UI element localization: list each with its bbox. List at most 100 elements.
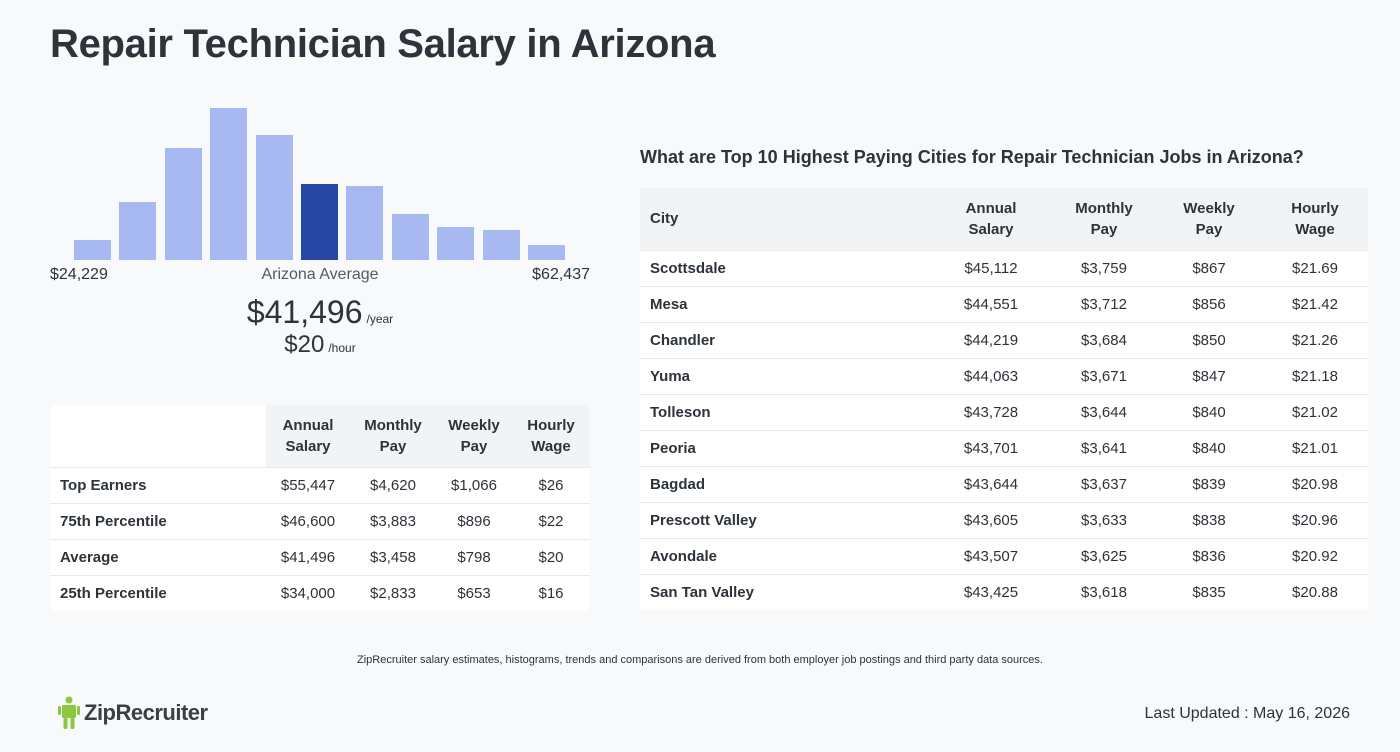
table-cell: $850 bbox=[1156, 321, 1262, 358]
table-cell: $3,458 bbox=[350, 538, 436, 575]
table-cell: $43,605 bbox=[930, 501, 1052, 538]
table-cell: $20.96 bbox=[1262, 501, 1368, 538]
table-cell: $3,759 bbox=[1052, 249, 1156, 286]
table-cell: $16 bbox=[512, 574, 590, 611]
histogram-bar bbox=[255, 135, 293, 260]
table-cell: $55,447 bbox=[266, 466, 350, 503]
table-cell: $44,063 bbox=[930, 357, 1052, 394]
table-cell: $835 bbox=[1156, 573, 1262, 610]
table-cell: $26 bbox=[512, 466, 590, 503]
table-cell: $3,637 bbox=[1052, 465, 1156, 502]
histogram-bar bbox=[119, 202, 157, 260]
histogram-bar bbox=[301, 184, 338, 260]
last-updated: Last Updated : May 16, 2026 bbox=[1144, 705, 1350, 722]
row-label: Yuma bbox=[640, 357, 930, 394]
table-cell: $43,644 bbox=[930, 465, 1052, 502]
table-cell: $21.02 bbox=[1262, 393, 1368, 430]
table-cell: $4,620 bbox=[350, 466, 436, 503]
average-annual: $41,496/year bbox=[170, 294, 470, 331]
table-cell: $3,641 bbox=[1052, 429, 1156, 466]
table-cell: $46,600 bbox=[266, 502, 350, 539]
table-row: Peoria $43,701 $3,641 $840 $21.01 bbox=[640, 429, 1368, 466]
table-cell: $44,219 bbox=[930, 321, 1052, 358]
table-cell: $3,684 bbox=[1052, 321, 1156, 358]
ziprecruiter-logo-icon bbox=[58, 696, 80, 730]
table-cell: $3,883 bbox=[350, 502, 436, 539]
table-header-row: City Annual Salary Monthly Pay Weekly Pay H… bbox=[640, 188, 1368, 250]
table-cell: $653 bbox=[436, 574, 512, 611]
table-cell: $840 bbox=[1156, 429, 1262, 466]
table-cell: $21.26 bbox=[1262, 321, 1368, 358]
table-row: Chandler $44,219 $3,684 $850 $21.26 bbox=[640, 321, 1368, 358]
average-hourly-unit: /hour bbox=[328, 341, 356, 355]
row-label: Chandler bbox=[640, 321, 930, 358]
histogram-bar bbox=[528, 244, 565, 260]
table-row: San Tan Valley $43,425 $3,618 $835 $20.88 bbox=[640, 573, 1368, 610]
top-cities-table: City Annual Salary Monthly Pay Weekly Pay H… bbox=[640, 188, 1368, 610]
table-cell: $3,633 bbox=[1052, 501, 1156, 538]
table-cell: $43,507 bbox=[930, 537, 1052, 574]
table-cell: $867 bbox=[1156, 249, 1262, 286]
table-cell: $3,644 bbox=[1052, 393, 1156, 430]
column-header: Weekly Pay bbox=[436, 405, 512, 467]
table-cell: $20.98 bbox=[1262, 465, 1368, 502]
table-row: Mesa $44,551 $3,712 $856 $21.42 bbox=[640, 285, 1368, 322]
page-title: Repair Technician Salary in Arizona bbox=[50, 22, 716, 66]
table-cell: $21.18 bbox=[1262, 357, 1368, 394]
average-annual-unit: /year bbox=[366, 312, 394, 326]
table-row: Prescott Valley $43,605 $3,633 $838 $20.96 bbox=[640, 501, 1368, 538]
table-cell: $839 bbox=[1156, 465, 1262, 502]
average-hourly: $20/hour bbox=[170, 331, 470, 359]
table-cell: $20.92 bbox=[1262, 537, 1368, 574]
table-cell: $847 bbox=[1156, 357, 1262, 394]
table-cell: $22 bbox=[512, 502, 590, 539]
row-label: Average bbox=[50, 538, 266, 575]
table-cell: $21.01 bbox=[1262, 429, 1368, 466]
histogram-bar bbox=[210, 108, 248, 260]
table-cell: $2,833 bbox=[350, 574, 436, 611]
table-cell: $3,712 bbox=[1052, 285, 1156, 322]
table-row: Top Earners $55,447 $4,620 $1,066 $26 bbox=[50, 466, 590, 503]
row-label: Mesa bbox=[640, 285, 930, 322]
table-cell: $838 bbox=[1156, 501, 1262, 538]
row-label: San Tan Valley bbox=[640, 573, 930, 610]
salary-histogram bbox=[50, 100, 590, 260]
histogram-center-label: Arizona Average bbox=[261, 266, 379, 283]
table-header-row: Annual Salary Monthly Pay Weekly Pay Hourly… bbox=[50, 405, 590, 467]
table-cell: $43,701 bbox=[930, 429, 1052, 466]
column-header: Monthly Pay bbox=[350, 405, 436, 467]
table-cell: $41,496 bbox=[266, 538, 350, 575]
row-label: Scottsdale bbox=[640, 249, 930, 286]
row-label: Peoria bbox=[640, 429, 930, 466]
column-header bbox=[50, 405, 266, 467]
histogram-bar bbox=[164, 147, 202, 260]
histogram-max-label: $62,437 bbox=[532, 266, 590, 283]
histogram-bar bbox=[437, 226, 475, 260]
table-cell: $20 bbox=[512, 538, 590, 575]
table-cell: $45,112 bbox=[930, 249, 1052, 286]
row-label: Bagdad bbox=[640, 465, 930, 502]
column-header: Annual Salary bbox=[266, 405, 350, 467]
histogram-bar bbox=[391, 214, 429, 260]
disclaimer-text: ZipRecruiter salary estimates, histogram… bbox=[357, 654, 1043, 666]
table-cell: $840 bbox=[1156, 393, 1262, 430]
table-cell: $34,000 bbox=[266, 574, 350, 611]
row-label: 75th Percentile bbox=[50, 502, 266, 539]
row-label: Avondale bbox=[640, 537, 930, 574]
row-label: Prescott Valley bbox=[640, 501, 930, 538]
table-cell: $44,551 bbox=[930, 285, 1052, 322]
ziprecruiter-logo[interactable]: ZipRecruiter bbox=[58, 696, 208, 730]
column-header: Monthly Pay bbox=[1052, 188, 1156, 250]
table-cell: $20.88 bbox=[1262, 573, 1368, 610]
column-header: Weekly Pay bbox=[1156, 188, 1262, 250]
table-row: Tolleson $43,728 $3,644 $840 $21.02 bbox=[640, 393, 1368, 430]
column-header: Annual Salary bbox=[930, 188, 1052, 250]
histogram-min-label: $24,229 bbox=[50, 266, 108, 283]
table-cell: $3,618 bbox=[1052, 573, 1156, 610]
histogram-bar bbox=[346, 185, 384, 260]
column-header: Hourly Wage bbox=[1262, 188, 1368, 250]
row-label: Top Earners bbox=[50, 466, 266, 503]
table-row: Yuma $44,063 $3,671 $847 $21.18 bbox=[640, 357, 1368, 394]
table-cell: $21.42 bbox=[1262, 285, 1368, 322]
cities-heading: What are Top 10 Highest Paying Cities fo… bbox=[640, 147, 1304, 167]
